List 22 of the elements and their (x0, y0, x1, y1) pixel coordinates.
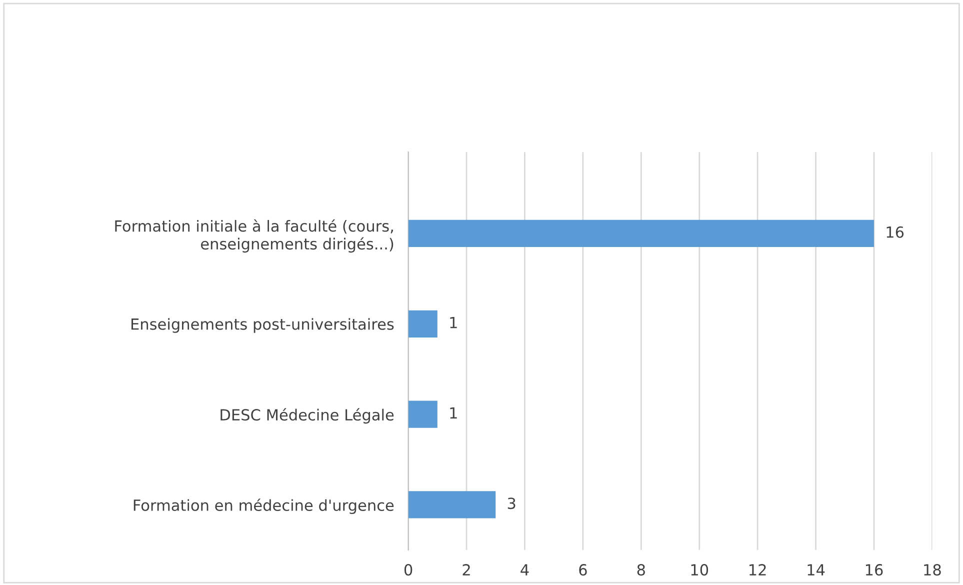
data-label: 3 (508, 498, 516, 510)
data-label: 1 (450, 316, 457, 328)
data-label: 1 (450, 407, 457, 418)
y-tick-label: DESC Médecine Légale (220, 408, 394, 424)
y-tick-label: Formation en médecine d'urgence (134, 498, 394, 514)
x-tick-label: 14 (808, 564, 825, 576)
x-tick-label: 18 (924, 564, 941, 576)
x-tick-label: 8 (637, 564, 645, 576)
bar (408, 400, 438, 428)
x-tick-label: 16 (866, 564, 883, 576)
x-tick-label: 4 (520, 564, 529, 576)
bar (408, 220, 874, 248)
data-label: 16 (886, 226, 904, 238)
bar (408, 310, 438, 338)
x-tick-label: 6 (579, 564, 587, 576)
y-tick-label: Formation initiale à la faculté (cours, enseignements dirigés...) (115, 219, 394, 253)
y-tick-label: Enseignements post-universitaires (131, 318, 394, 333)
x-tick-label: 2 (462, 564, 470, 576)
x-tick-label: 10 (691, 564, 708, 576)
bar (408, 491, 496, 518)
x-tick-label: 12 (750, 564, 766, 576)
x-tick-label: 0 (404, 564, 412, 576)
